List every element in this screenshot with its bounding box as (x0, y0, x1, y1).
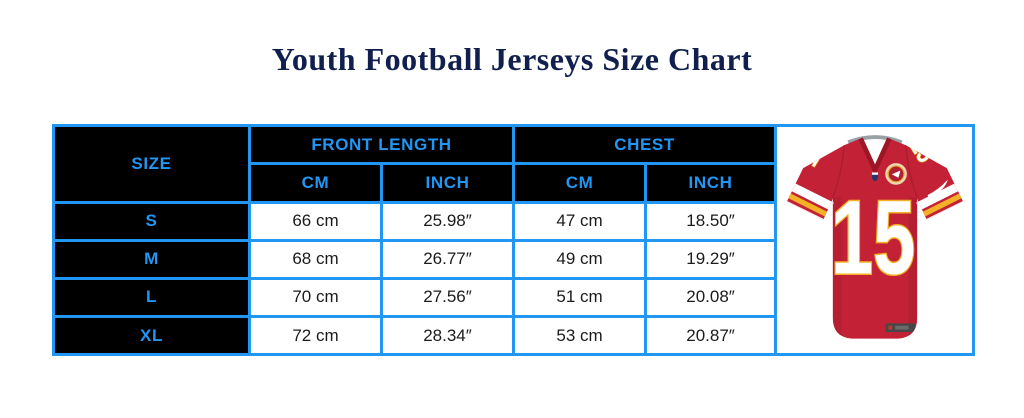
front-length-cm-s: 66 cm (248, 200, 383, 242)
subheader-chest-cm: CM (512, 162, 648, 204)
subheader-front-cm: CM (248, 162, 383, 204)
chest-inch-s: 18.50″ (644, 200, 778, 242)
jersey-image-cell: 15 15 (774, 124, 976, 357)
table-row-s: S 66 cm 25.98″ 47 cm 18.50″ (52, 200, 974, 242)
jersey-seam-right (904, 145, 918, 198)
chest-inch-xl: 20.87″ (644, 314, 778, 357)
size-chart-table: SIZE FRONT LENGTH CHEST (52, 124, 976, 357)
jersey-image: 15 15 (779, 129, 971, 351)
chest-inch-l: 20.08″ (644, 276, 778, 318)
jersey-vneck-trim (857, 137, 892, 173)
front-length-cm-xl: 72 cm (248, 314, 383, 357)
front-length-cm-m: 68 cm (248, 238, 383, 280)
table-row-m: M 68 cm 26.77″ 49 cm 19.29″ (52, 238, 974, 280)
jersey-jock-tag-label (894, 325, 909, 330)
chest-cm-xl: 53 cm (512, 314, 648, 357)
table-row-l: L 70 cm 27.56″ 51 cm 20.08″ (52, 276, 974, 318)
nfl-shield-icon (871, 172, 878, 182)
size-label-xl: XL (52, 314, 251, 357)
red-football-jersey-icon: 15 15 (786, 135, 963, 339)
size-label-s: S (52, 200, 251, 242)
jersey-side-shade-left (832, 197, 841, 339)
chest-inch-m: 19.29″ (644, 238, 778, 280)
header-row-groups: SIZE FRONT LENGTH CHEST (52, 124, 976, 357)
jersey-seam-left (831, 145, 845, 198)
front-length-cm-l: 70 cm (248, 276, 383, 318)
chest-cm-s: 47 cm (512, 200, 648, 242)
front-length-inch-xl: 28.34″ (379, 314, 516, 357)
subheader-front-inch: INCH (379, 162, 516, 204)
subheader-chest-inch: INCH (644, 162, 778, 204)
front-length-inch-l: 27.56″ (379, 276, 516, 318)
jersey-side-shade-right (908, 197, 917, 339)
front-length-inch-m: 26.77″ (379, 238, 516, 280)
col-header-size: SIZE (52, 124, 251, 204)
jersey-body (786, 138, 963, 339)
jersey-back-collar (846, 135, 903, 145)
size-label-m: M (52, 238, 251, 280)
page-title: Youth Football Jerseys Size Chart (271, 41, 753, 77)
swoosh-icon (927, 179, 948, 198)
col-header-chest: CHEST (512, 124, 778, 166)
col-header-front-length: FRONT LENGTH (247, 124, 516, 166)
front-length-inch-s: 25.98″ (379, 200, 516, 242)
jersey-jock-tag-logo (887, 325, 892, 330)
table-row-xl: XL 72 cm 28.34″ 53 cm 20.87″ (52, 314, 974, 357)
jersey-chest-number: 15 (830, 180, 914, 297)
header-row-units: CM INCH CM INCH (54, 162, 974, 204)
chest-cm-m: 49 cm (512, 238, 648, 280)
size-label-l: L (52, 276, 251, 318)
team-patch-icon (884, 163, 907, 185)
chest-cm-l: 51 cm (512, 276, 648, 318)
